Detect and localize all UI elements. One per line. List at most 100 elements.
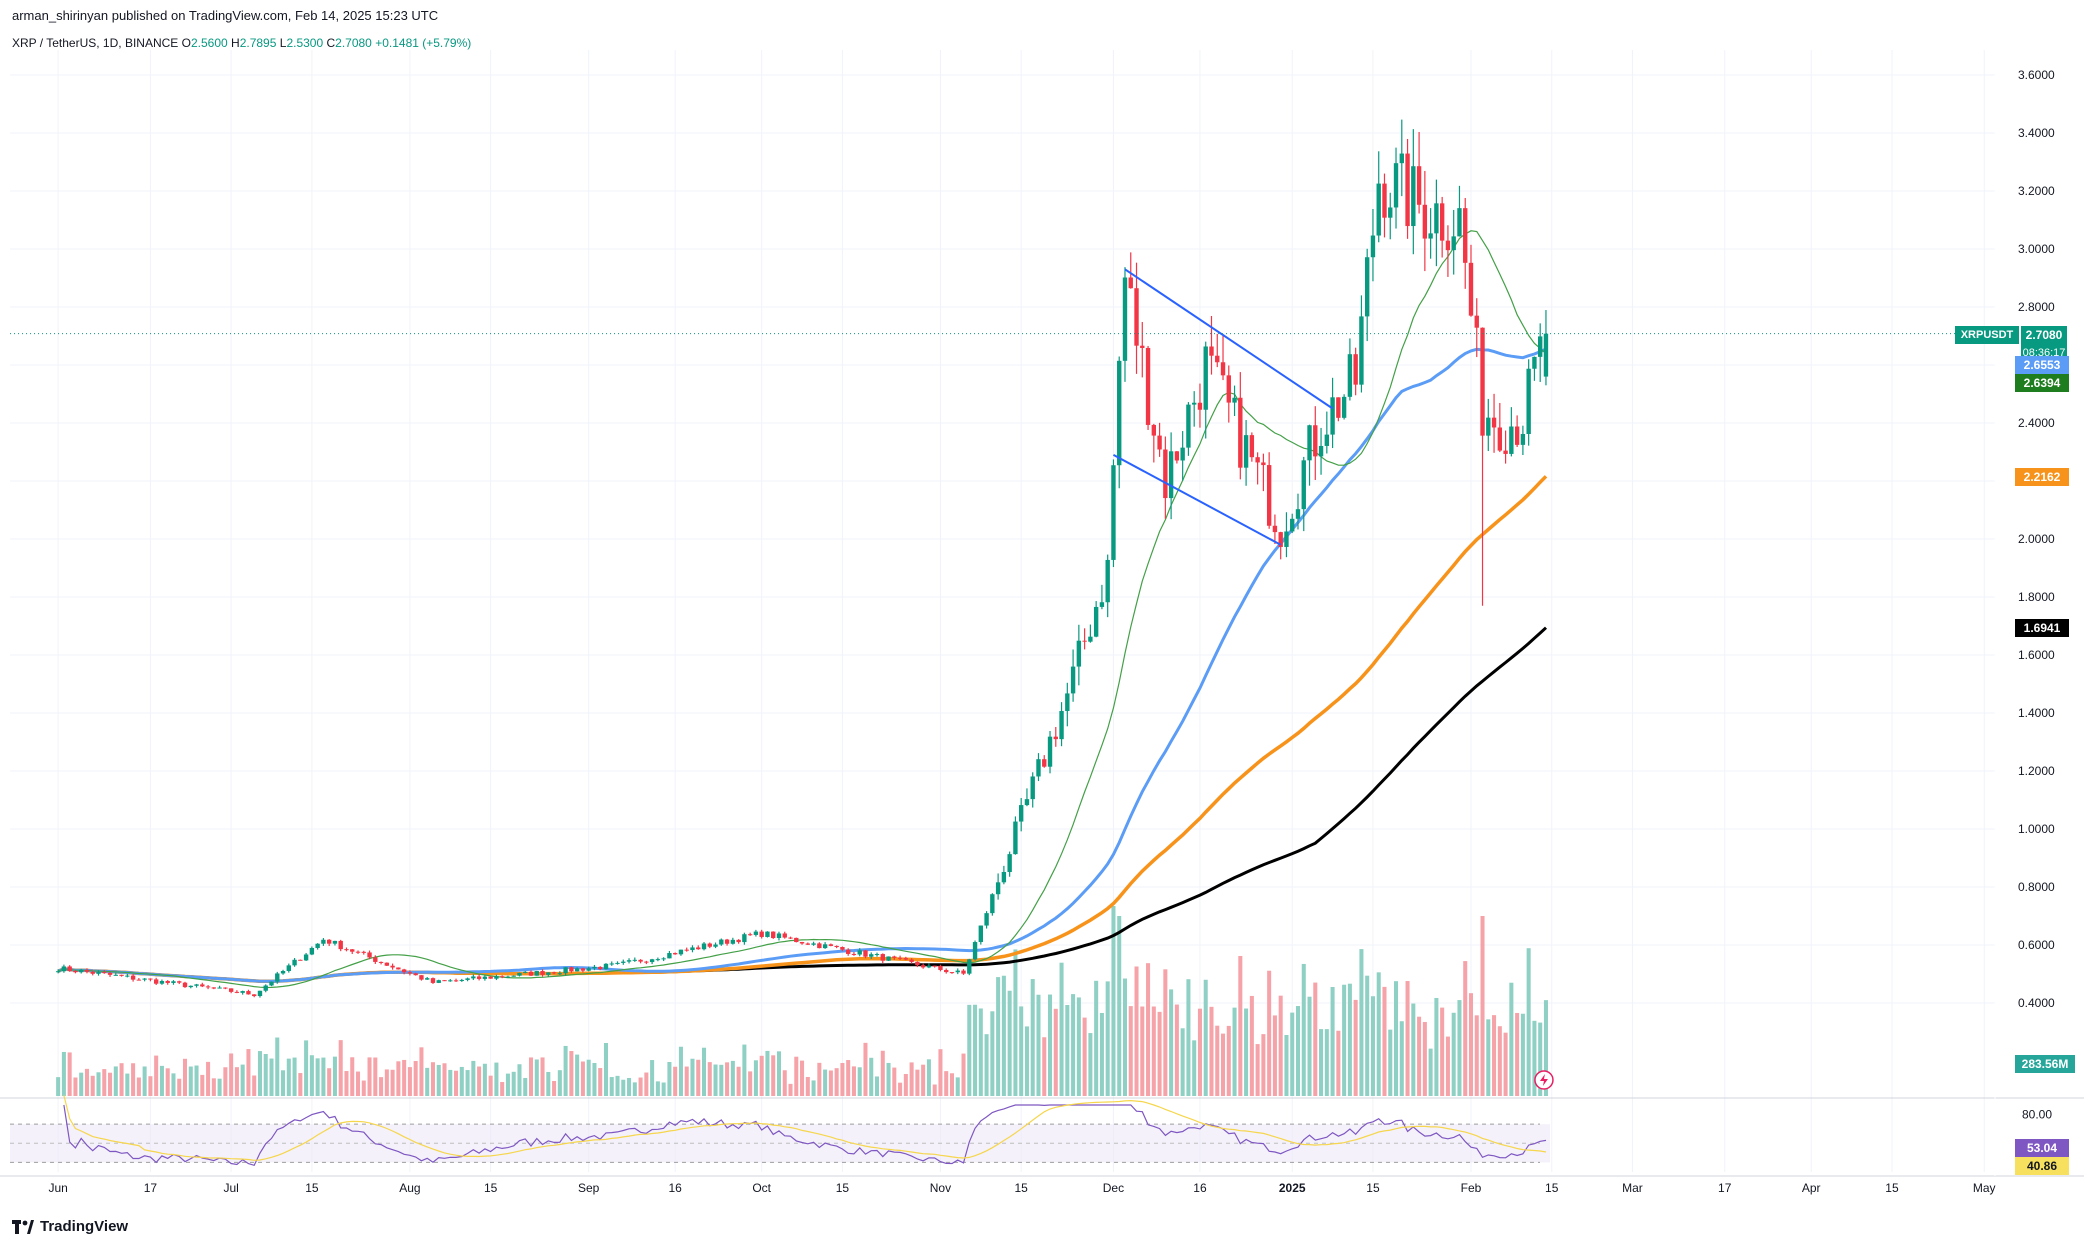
volume-bar (1197, 1008, 1202, 1096)
candle-body (972, 942, 978, 960)
volume-bar (523, 1077, 528, 1096)
volume-bar (592, 1062, 597, 1096)
volume-bar (1209, 1006, 1214, 1096)
candle-body (1497, 427, 1503, 451)
candle-body (551, 972, 557, 974)
volume-bar (1180, 1028, 1185, 1096)
candle-body (1163, 449, 1168, 499)
candle-body (1215, 355, 1220, 363)
volume-bars (56, 906, 1548, 1096)
volume-bar (1445, 1036, 1450, 1096)
time-axis-tick-label: 15 (484, 1181, 498, 1195)
candle-body (1341, 396, 1347, 418)
candle-body (142, 978, 147, 980)
candle-body (1468, 262, 1474, 316)
volume-bar (1122, 978, 1128, 1096)
low-value: 2.5300 (286, 36, 324, 50)
candle-body (84, 969, 90, 972)
volume-bar (949, 1073, 955, 1096)
volume-bar (1238, 955, 1243, 1096)
volume-bar (765, 1050, 770, 1096)
candle-body (234, 991, 240, 993)
volume-bar (1065, 1005, 1070, 1096)
candle-body (1520, 433, 1526, 445)
volume-bar (96, 1072, 101, 1096)
candle-body (1128, 277, 1133, 289)
volume-bar (459, 1066, 464, 1096)
time-axis-tick-label: 15 (305, 1181, 319, 1195)
candle-body (482, 976, 488, 979)
candle-body (1278, 532, 1283, 547)
volume-bar (1353, 999, 1358, 1096)
candle-body (413, 973, 418, 976)
candle-body (136, 979, 142, 981)
candle-body (436, 980, 441, 983)
volume-bar (1474, 1015, 1479, 1096)
candle-body (1486, 417, 1491, 436)
candle-body (1318, 445, 1324, 457)
volume-bar (148, 1076, 153, 1096)
volume-bar (898, 1082, 903, 1096)
candle-body (944, 969, 949, 973)
alert-bolt-icon (1534, 1070, 1554, 1090)
volume-bar (1036, 994, 1041, 1096)
volume-bar (1520, 1013, 1525, 1096)
candle-body (182, 982, 188, 988)
close-key: C (326, 36, 336, 50)
volume-bar (1053, 1008, 1058, 1096)
candle-body (453, 980, 459, 982)
candle-body (1428, 233, 1433, 239)
candle-body (171, 981, 176, 983)
candle-body (303, 954, 309, 961)
volume-bar (1267, 970, 1272, 1096)
time-axis-tick-label: Nov (930, 1181, 951, 1195)
volume-bar (759, 1055, 764, 1096)
volume-bar (1486, 1019, 1491, 1096)
volume-bar (644, 1072, 649, 1096)
volume-bar (857, 1067, 862, 1096)
volume-bar (182, 1058, 188, 1096)
volume-bar (1146, 963, 1151, 1096)
candle-body (822, 944, 828, 949)
candle-body (701, 943, 707, 950)
volume-bar (627, 1077, 632, 1096)
candle-body (1445, 240, 1451, 251)
price-axis-tick-label: 1.4000 (2018, 706, 2055, 720)
volume-bar (1509, 982, 1514, 1096)
candle-body (1232, 397, 1237, 403)
tradingview-logo[interactable]: TradingView (12, 1218, 128, 1235)
tradingview-logo-text: TradingView (40, 1218, 129, 1235)
candle-body (246, 991, 251, 995)
volume-bar (436, 1064, 441, 1096)
volume-bar (1244, 1008, 1249, 1096)
candle-body (799, 942, 805, 944)
candle-body (1503, 450, 1508, 454)
candle-body (476, 976, 482, 979)
volume-bar (131, 1063, 136, 1096)
volume-bar (494, 1062, 499, 1096)
rsi-axis-label: 80.00 (2022, 1108, 2052, 1122)
volume-bar (407, 1067, 412, 1096)
rsi-ma-line (63, 1095, 1547, 1161)
volume-bar (1088, 1033, 1093, 1096)
price-axis-tick-label: 0.8000 (2018, 880, 2055, 894)
volume-bar (1007, 990, 1012, 1096)
candle-body (1203, 346, 1208, 410)
candle-body (1509, 426, 1514, 454)
candle-body (1134, 288, 1139, 346)
volume-bar (771, 1055, 776, 1096)
candle-body (886, 956, 891, 961)
candle-body (1168, 451, 1174, 499)
volume-bar (655, 1081, 660, 1096)
price-axis-tick-label: 1.8000 (2018, 590, 2055, 604)
candle-body (1480, 327, 1485, 436)
price-axis-tick-label: 3.4000 (2018, 126, 2055, 140)
candle-body (148, 978, 153, 980)
volume-bar (84, 1068, 89, 1096)
price-axis-tick-label: 0.4000 (2018, 996, 2055, 1010)
candle-body (1122, 277, 1128, 361)
time-axis-tick-label: 15 (1015, 1181, 1029, 1195)
time-axis-tick-label: Sep (578, 1181, 600, 1195)
volume-bar (569, 1051, 574, 1096)
